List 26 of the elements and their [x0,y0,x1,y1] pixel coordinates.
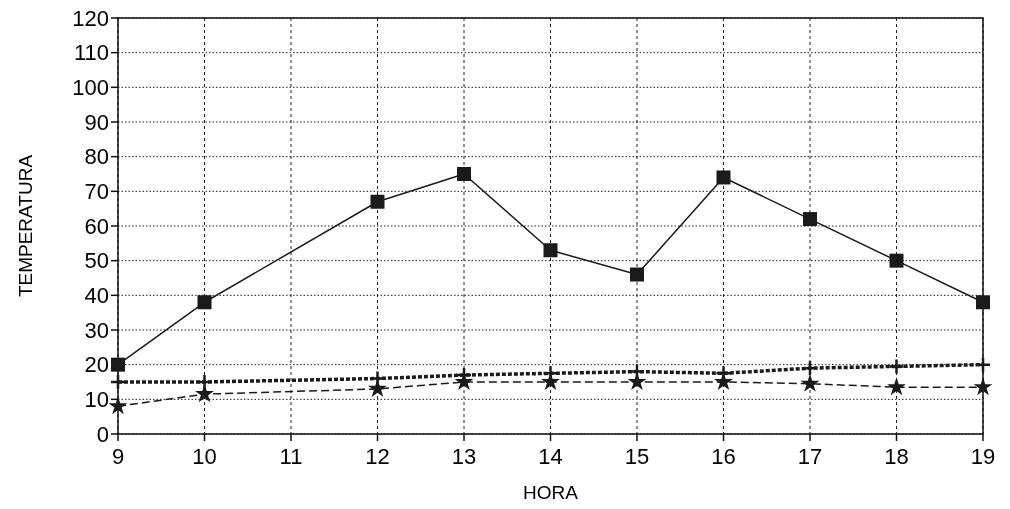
y-tick-label: 90 [84,109,109,135]
x-tick-label: 16 [711,444,736,469]
x-tick-label: 13 [451,444,477,469]
x-tick-label: 18 [884,444,909,469]
y-axis-title: TEMPERATURA [15,154,36,298]
y-tick-label: 110 [73,40,109,66]
y-tick-label: 50 [84,248,109,274]
y-tick-label: 80 [84,144,109,170]
x-tick-label: 12 [365,444,390,469]
y-tick-label: 100 [72,75,109,101]
y-tick-label: 70 [84,179,109,205]
y-tick-label: 10 [84,387,109,413]
x-tick-label: 14 [538,444,563,469]
x-tick-label: 9 [111,444,125,469]
y-tick-label: 20 [84,352,109,378]
x-tick-label: 11 [279,444,303,469]
y-tick-label: 40 [84,283,109,309]
y-tick-label: 60 [84,213,109,239]
y-tick-label: 30 [84,317,109,343]
y-tick-label: 0 [96,421,109,447]
x-tick-label: 19 [970,444,996,469]
y-tick-label: 120 [72,5,109,31]
x-tick-label: 10 [192,444,217,469]
x-tick-label: 17 [797,444,823,469]
x-axis-title: HORA [523,482,579,503]
x-tick-label: 15 [624,444,650,469]
